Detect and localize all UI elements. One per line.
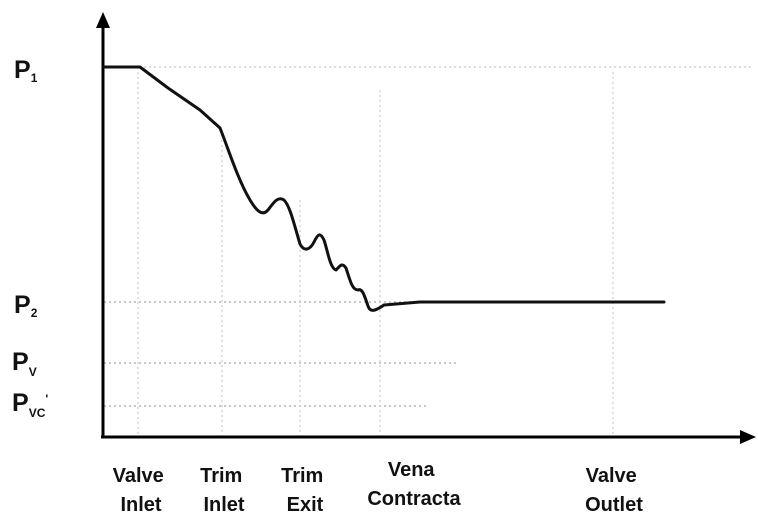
pvc-label: PVC' xyxy=(12,389,48,420)
pressure-curve xyxy=(102,65,666,312)
valve-outlet-label: Valve Outlet xyxy=(585,465,643,516)
p1-label: P1 xyxy=(14,56,38,85)
trim-exit-label: Trim Exit xyxy=(281,465,329,516)
trim-inlet-label: Trim Inlet xyxy=(200,465,248,516)
x-axis-arrowhead xyxy=(740,430,756,444)
valve-inlet-label: Valve Inlet xyxy=(113,465,170,516)
vena-contracta-label: Vena Contracta xyxy=(367,459,461,510)
pv-label: PV xyxy=(12,348,37,379)
p2-label: P2 xyxy=(14,291,38,320)
y-axis-arrowhead xyxy=(96,12,110,28)
